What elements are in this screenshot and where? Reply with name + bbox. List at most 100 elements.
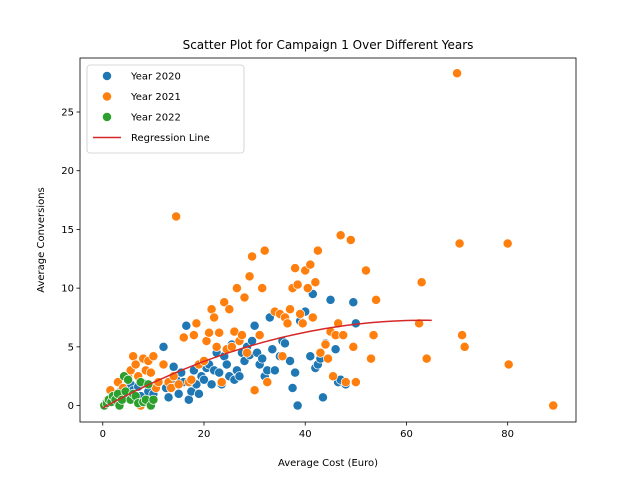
data-point: [211, 341, 222, 352]
data-point: [330, 344, 341, 355]
legend-entry-year-2020: Year 2020: [102, 71, 181, 83]
data-point: [145, 367, 156, 378]
data-point: [219, 297, 230, 308]
data-point: [148, 394, 159, 405]
data-point: [158, 341, 169, 352]
data-point: [249, 320, 260, 331]
plot-area: [79, 57, 577, 423]
legend-marker: [102, 112, 112, 122]
data-point: [350, 377, 361, 388]
y-axis: 0 5 10 15 20 25: [61, 108, 80, 412]
data-point: [148, 351, 159, 362]
data-point: [290, 367, 301, 378]
legend: Year 2020 Year 2021 Year 2022 Regression Li…: [86, 64, 245, 154]
data-point: [199, 374, 209, 385]
data-point: [285, 355, 295, 366]
data-point: [503, 359, 514, 370]
data-point: [204, 327, 215, 338]
data-point: [302, 283, 313, 294]
data-point: [454, 238, 465, 249]
data-point: [242, 347, 252, 358]
data-point: [348, 297, 359, 308]
y-tick-label: 0: [68, 401, 74, 412]
data-point: [285, 304, 295, 315]
data-point: [282, 318, 293, 329]
x-axis-label: Average Cost (Euro): [278, 458, 378, 469]
data-point: [191, 318, 202, 329]
data-point: [158, 359, 169, 370]
regression-line: [102, 319, 432, 409]
data-point: [287, 383, 298, 393]
legend-marker: [102, 91, 112, 102]
data-point: [421, 353, 432, 364]
data-point: [307, 312, 318, 323]
data-point: [371, 294, 382, 305]
axes-frame: [79, 57, 577, 423]
data-point: [280, 338, 290, 349]
data-point: [292, 400, 303, 411]
data-point: [323, 353, 333, 364]
data-point: [130, 359, 141, 370]
data-point: [361, 265, 371, 276]
data-point: [297, 318, 308, 329]
data-point: [416, 277, 427, 288]
data-point: [128, 351, 139, 362]
chart-title: Scatter Plot for Campaign 1 Over Differe…: [183, 38, 474, 52]
data-point: [317, 392, 328, 403]
data-point: [345, 235, 356, 245]
data-point: [366, 353, 376, 364]
data-point: [325, 294, 336, 305]
data-point: [290, 263, 301, 274]
data-point: [457, 330, 468, 341]
x-axis: 0 20 40 60 80: [100, 422, 514, 440]
regression-layer: [102, 319, 432, 409]
data-point: [259, 245, 270, 256]
data-point: [231, 283, 242, 294]
data-point: [348, 341, 359, 352]
data-point: [277, 351, 288, 362]
data-point: [193, 388, 204, 399]
data-point: [206, 304, 217, 315]
data-point: [186, 374, 197, 385]
x-tick-label: 0: [100, 429, 106, 440]
legend-label: Year 2022: [130, 113, 181, 124]
data-point: [340, 377, 351, 388]
legend-label: Year 2020: [130, 72, 181, 83]
data-point: [338, 330, 349, 341]
data-point: [206, 379, 217, 390]
data-point: [310, 277, 321, 288]
data-point: [244, 271, 255, 282]
y-tick-label: 20: [61, 166, 74, 177]
data-point: [502, 238, 513, 249]
data-point: [171, 211, 182, 222]
y-tick-label: 25: [61, 108, 74, 119]
data-point: [123, 374, 134, 385]
data-point: [262, 377, 273, 388]
data-point: [178, 332, 189, 343]
data-point: [459, 341, 470, 352]
data-point: [368, 330, 379, 341]
legend-marker: [102, 71, 112, 81]
y-axis-label: Average Conversions: [36, 187, 47, 293]
y-tick-label: 10: [61, 284, 74, 295]
data-point: [173, 388, 184, 399]
y-tick-label: 15: [61, 225, 74, 236]
data-point: [239, 292, 250, 303]
data-point: [257, 283, 268, 294]
data-point: [452, 68, 463, 79]
data-point: [295, 309, 306, 319]
legend-entry-year-2021: Year 2021: [102, 91, 181, 103]
data-point: [188, 330, 199, 341]
legend-label: Year 2021: [130, 92, 181, 103]
data-point: [247, 251, 258, 262]
data-point: [335, 230, 346, 241]
x-tick-label: 20: [198, 429, 211, 440]
data-point: [269, 365, 280, 376]
data-point: [224, 304, 235, 315]
data-point: [237, 330, 247, 341]
data-point: [209, 312, 220, 323]
data-point: [328, 371, 339, 382]
data-point: [181, 320, 192, 331]
